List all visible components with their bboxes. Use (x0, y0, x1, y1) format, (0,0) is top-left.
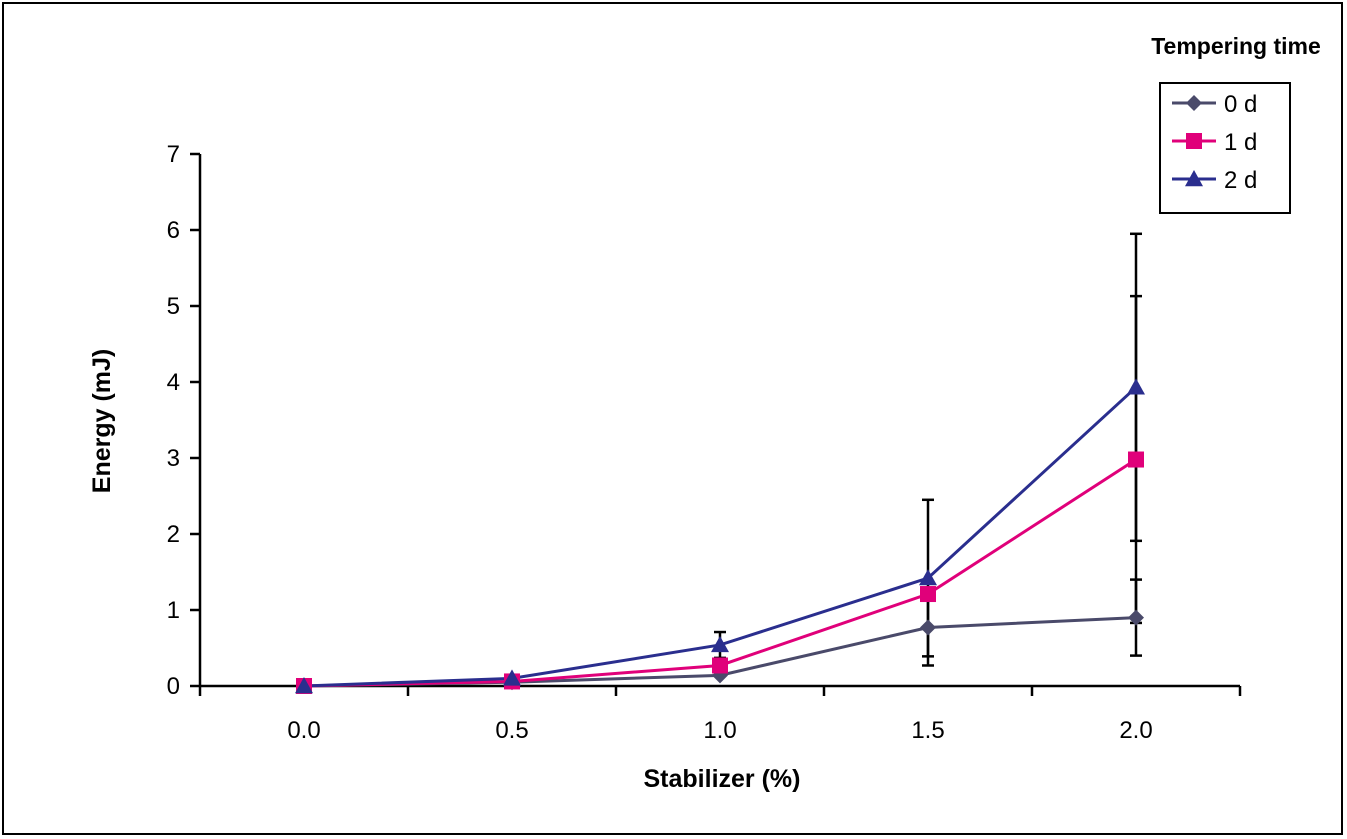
series-1-point (920, 619, 936, 636)
y-tick-label: 0 (167, 673, 180, 700)
series-2-point (920, 586, 936, 603)
axes: 0 1 2 3 4 5 6 7 0.0 0.5 1.0 1.5 2.0 (167, 141, 1242, 744)
y-tick-label: 5 (167, 293, 180, 320)
y-tick-label: 4 (167, 369, 180, 396)
y-tick-label: 2 (167, 521, 180, 548)
x-axis-title: Stabilizer (%) (644, 765, 801, 793)
x-tick-label: 0.5 (495, 717, 528, 744)
x-tick-label: 2.0 (1119, 717, 1152, 744)
series-3-point (711, 635, 729, 653)
series-2-point (712, 657, 728, 674)
series-3-point (295, 677, 313, 694)
series-1-point (1128, 609, 1144, 626)
legend-title: Tempering time (1151, 33, 1321, 59)
series-3-point (1127, 378, 1145, 395)
y-axis-title: Energy (mJ) (88, 349, 116, 493)
series-3-point (919, 569, 937, 586)
legend-label: 2 d (1224, 167, 1257, 194)
series-3-point (503, 669, 521, 686)
x-tick-label: 1.5 (911, 717, 944, 744)
y-tick-label: 1 (167, 597, 180, 624)
legend-marker (1186, 95, 1202, 111)
legend-marker (1185, 170, 1203, 187)
x-tick-label: 0.0 (287, 717, 320, 744)
y-tick-label: 6 (167, 217, 180, 244)
y-tick-label: 3 (167, 445, 180, 472)
legend-label: 0 d (1224, 91, 1257, 118)
series-2-point (1128, 451, 1144, 468)
y-tick-label: 7 (167, 141, 180, 168)
x-tick-label: 1.0 (703, 717, 736, 744)
legend-label: 1 d (1224, 129, 1257, 156)
legend-box (1159, 82, 1291, 214)
legend: 0 d 1 d 2 d (1172, 91, 1257, 194)
legend-marker (1186, 133, 1202, 149)
series-markers (295, 378, 1145, 694)
